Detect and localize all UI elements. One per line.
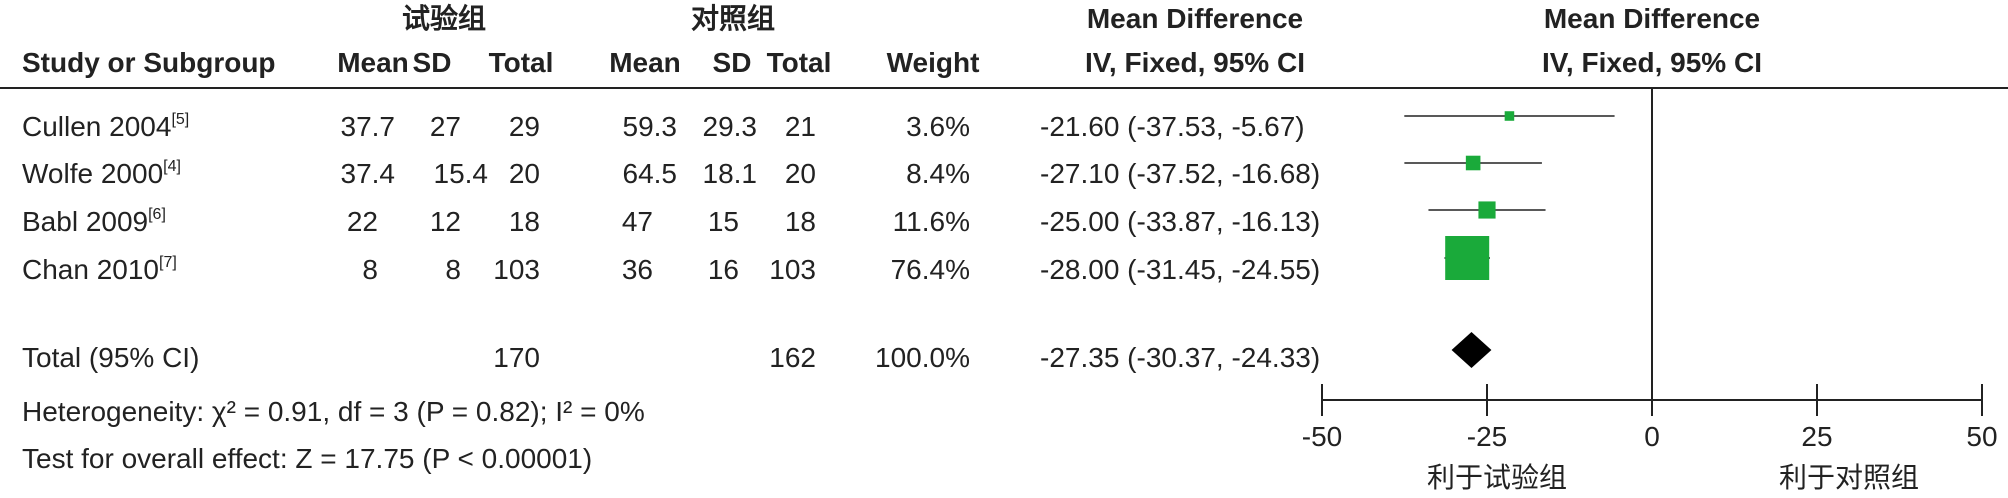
weight-cell: 11.6%: [893, 206, 970, 237]
exp-sd-header: SD: [413, 47, 452, 78]
weight-cell: 3.6%: [906, 111, 970, 142]
study-ref: [4]: [163, 158, 181, 175]
ctrl-sd-header: SD: [713, 47, 752, 78]
x-axis-tick-label: 0: [1644, 421, 1660, 452]
weight-cell: 76.4%: [891, 254, 970, 285]
effect-marker: [1504, 111, 1515, 121]
study-ref: [6]: [148, 206, 166, 223]
exp-mean-header: Mean: [337, 47, 409, 78]
ci-text-cell: -25.00 (-33.87, -16.13): [1040, 206, 1320, 237]
summary-diamond: [1451, 332, 1492, 368]
study-label: Chan 2010: [22, 254, 159, 285]
ctrl-total-sum: 162: [769, 342, 816, 373]
exp-mean-cell: 37.4: [341, 158, 396, 189]
ctrl-mean-cell: 36: [622, 254, 653, 285]
favours-right-label: 利于对照组: [1779, 462, 1919, 493]
total-weight: 100.0%: [875, 342, 970, 373]
exp-group-header: 试验组: [402, 2, 486, 34]
exp-mean-cell: 22: [347, 206, 378, 237]
exp-total-cell: 18: [509, 206, 540, 237]
effect-marker: [1465, 155, 1481, 171]
ctrl-mean-cell: 59.3: [623, 111, 678, 142]
total-label: Total (95% CI): [22, 342, 199, 373]
ctrl-group-header: 对照组: [691, 3, 775, 34]
ctrl-sd-cell: 16: [708, 254, 739, 285]
exp-total-header: Total: [489, 47, 554, 78]
exp-mean-cell: 37.7: [341, 111, 396, 142]
ctrl-mean-header: Mean: [609, 47, 681, 78]
study-label: Cullen 2004: [22, 111, 171, 142]
ctrl-total-cell: 21: [785, 111, 816, 142]
ci-text-cell: -27.10 (-37.52, -16.68): [1040, 158, 1320, 189]
ctrl-sd-cell: 29.3: [703, 111, 758, 142]
ctrl-total-cell: 18: [785, 206, 816, 237]
ctrl-mean-cell: 64.5: [623, 158, 678, 189]
study-name: Cullen 2004[5]: [22, 111, 189, 142]
exp-sd-cell: 15.4: [434, 158, 489, 189]
ctrl-total-header: Total: [767, 47, 832, 78]
study-name: Babl 2009[6]: [22, 206, 166, 237]
exp-total-cell: 29: [509, 111, 540, 142]
exp-sd-cell: 8: [445, 254, 461, 285]
study-ref: [7]: [159, 254, 177, 271]
ctrl-total-cell: 103: [769, 254, 816, 285]
ci-text-cell: -21.60 (-37.53, -5.67): [1040, 111, 1305, 142]
study-name: Chan 2010[7]: [22, 254, 177, 285]
weight-cell: 8.4%: [906, 158, 970, 189]
favours-left-label: 利于试验组: [1427, 462, 1567, 493]
overall-effect-note: Test for overall effect: Z = 17.75 (P < …: [22, 443, 592, 474]
method-column-header: IV, Fixed, 95% CI: [1085, 47, 1305, 78]
md-column-header: Mean Difference: [1087, 3, 1303, 34]
study-name: Wolfe 2000[4]: [22, 158, 181, 189]
ctrl-mean-cell: 47: [622, 206, 653, 237]
effect-marker: [1445, 236, 1490, 280]
study-column-header: Study or Subgroup: [22, 47, 276, 78]
ci-text-cell: -28.00 (-31.45, -24.55): [1040, 254, 1320, 285]
x-axis-tick-label: 25: [1801, 421, 1832, 452]
exp-mean-cell: 8: [362, 254, 378, 285]
total-ci-text: -27.35 (-30.37, -24.33): [1040, 342, 1320, 373]
ctrl-sd-cell: 18.1: [703, 158, 758, 189]
forest-plot-area: -50 -25 0 25 50: [1302, 88, 1998, 452]
effect-marker: [1478, 201, 1496, 219]
md-plot-header: Mean Difference: [1544, 3, 1760, 34]
method-plot-header: IV, Fixed, 95% CI: [1542, 47, 1762, 78]
x-axis-tick-label: 50: [1966, 421, 1997, 452]
x-axis-tick-label: -50: [1302, 421, 1342, 452]
study-label: Babl 2009: [22, 206, 148, 237]
heterogeneity-note: Heterogeneity: χ² = 0.91, df = 3 (P = 0.…: [22, 396, 645, 427]
exp-sd-cell: 12: [430, 206, 461, 237]
study-label: Wolfe 2000: [22, 158, 163, 189]
study-ref: [5]: [171, 111, 189, 128]
exp-total-sum: 170: [493, 342, 540, 373]
exp-total-cell: 103: [493, 254, 540, 285]
exp-sd-cell: 27: [430, 111, 461, 142]
exp-total-cell: 20: [509, 158, 540, 189]
ctrl-total-cell: 20: [785, 158, 816, 189]
weight-header: Weight: [887, 47, 980, 78]
x-axis-tick-label: -25: [1467, 421, 1507, 452]
ctrl-sd-cell: 15: [708, 206, 739, 237]
